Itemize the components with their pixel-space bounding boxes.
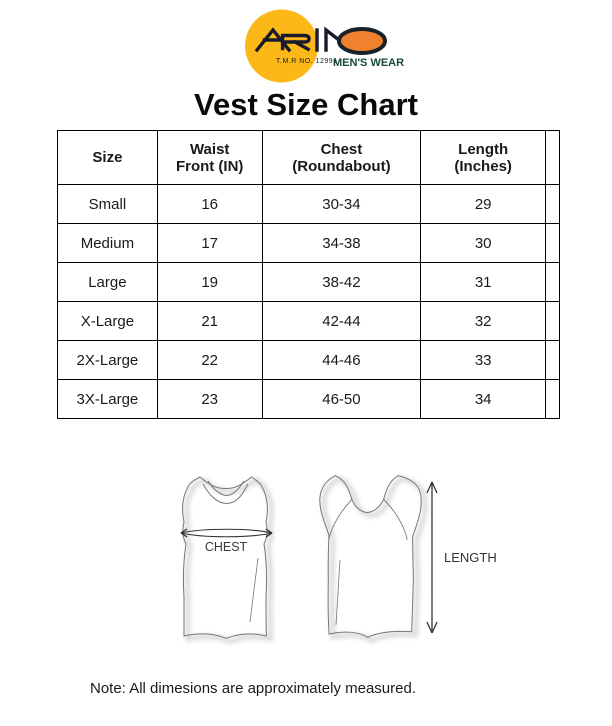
- svg-text:LENGTH: LENGTH: [444, 550, 497, 565]
- svg-text:CHEST: CHEST: [205, 540, 248, 554]
